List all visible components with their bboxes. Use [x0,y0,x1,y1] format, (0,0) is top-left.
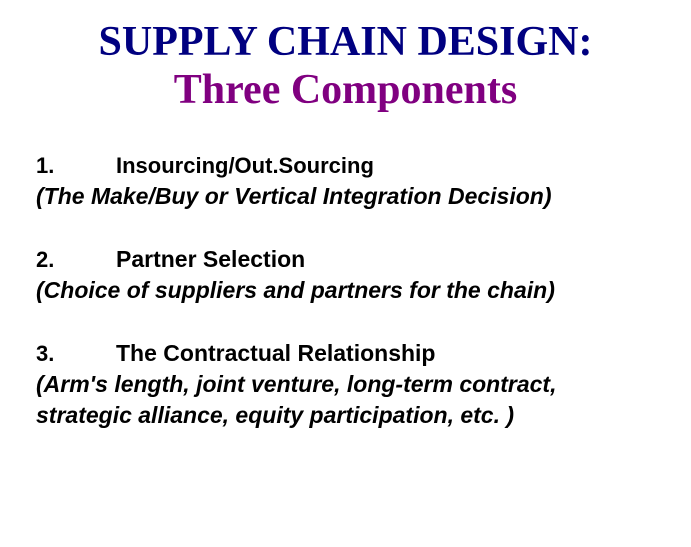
item-number: 1. [36,153,116,179]
list-item: 1. Insourcing/Out.Sourcing (The Make/Buy… [30,153,661,212]
title-line-2: Three Components [50,66,641,114]
title-line-1: SUPPLY CHAIN DESIGN: [50,18,641,66]
item-number: 2. [36,247,116,273]
item-header: 1. Insourcing/Out.Sourcing [36,153,655,179]
item-heading: The Contractual Relationship [116,340,435,367]
list-item: 3. The Contractual Relationship (Arm's l… [30,340,661,431]
item-description: (The Make/Buy or Vertical Integration De… [36,181,655,212]
item-header: 2. Partner Selection [36,246,655,273]
item-description: (Choice of suppliers and partners for th… [36,275,655,306]
slide-title: SUPPLY CHAIN DESIGN: Three Components [30,18,661,115]
item-header: 3. The Contractual Relationship [36,340,655,367]
list-item: 2. Partner Selection (Choice of supplier… [30,246,661,306]
item-number: 3. [36,341,116,367]
item-description: (Arm's length, joint venture, long-term … [36,369,655,431]
item-heading: Insourcing/Out.Sourcing [116,153,374,179]
item-heading: Partner Selection [116,246,305,273]
